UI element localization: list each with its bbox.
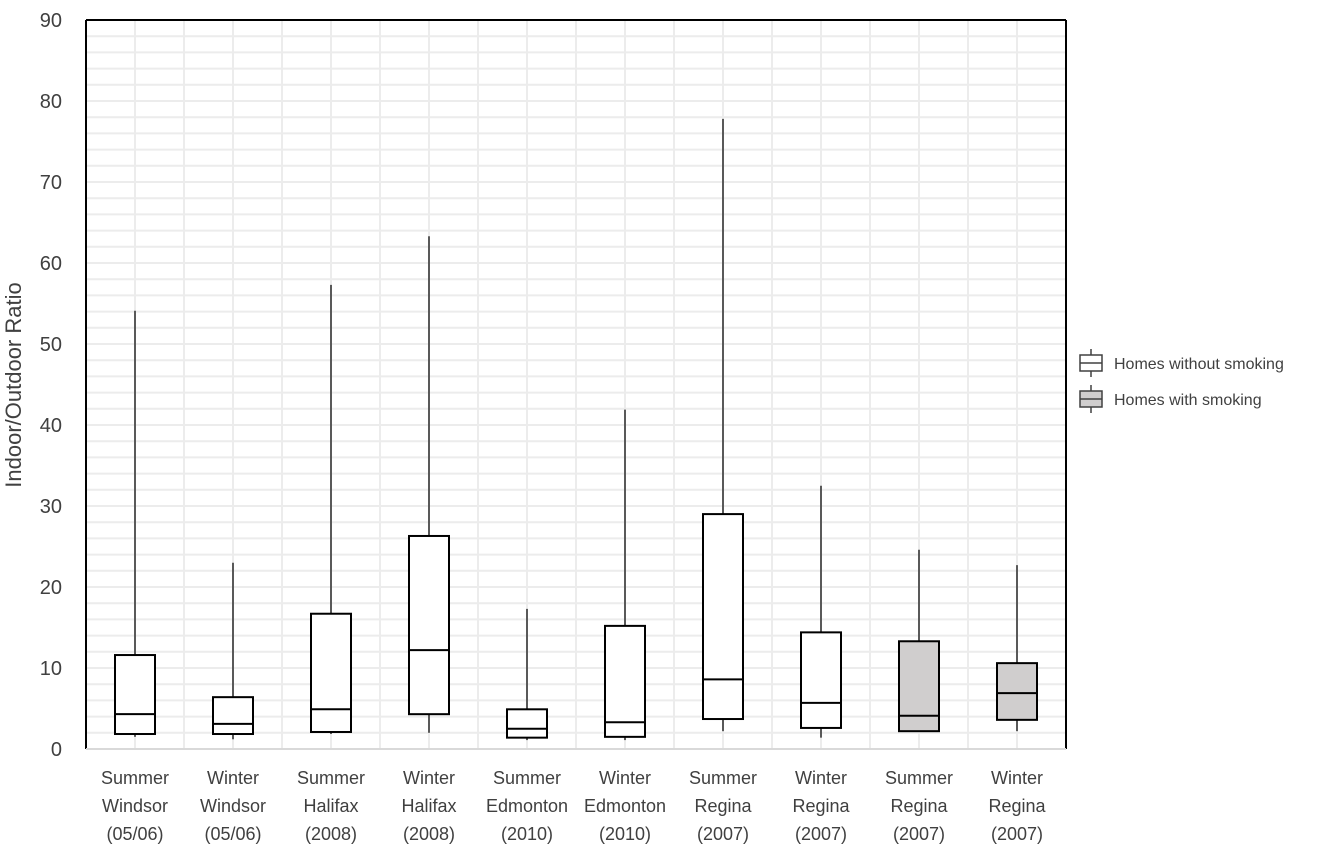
box-1 (114, 310, 156, 737)
box-6 (604, 409, 646, 741)
x-category-label: Winter (795, 768, 847, 788)
legend-label: Homes with smoking (1114, 392, 1262, 409)
x-category-label: Summer (689, 768, 757, 788)
x-category-label: (2010) (501, 824, 553, 844)
box-iqr (114, 654, 156, 736)
x-category-label: Halifax (303, 796, 358, 816)
box-iqr (604, 624, 646, 738)
x-category-label: Edmonton (584, 796, 666, 816)
box-8 (800, 485, 842, 738)
box-4 (408, 236, 450, 733)
x-category-label: Halifax (401, 796, 456, 816)
x-category-label: Summer (297, 768, 365, 788)
box-iqr (996, 662, 1038, 721)
x-category-label: Regina (988, 796, 1046, 816)
box-iqr (212, 696, 254, 736)
x-category-label: (05/06) (106, 824, 163, 844)
box-iqr (408, 534, 450, 716)
legend-item (1079, 349, 1103, 377)
x-category-label: (2007) (991, 824, 1043, 844)
y-tick-label: 50 (40, 334, 62, 356)
y-tick-label: 80 (40, 91, 62, 113)
box-2 (212, 562, 254, 740)
x-category-label: Windsor (200, 796, 266, 816)
x-category-label: (2008) (305, 824, 357, 844)
x-category-label: Summer (101, 768, 169, 788)
box-iqr (702, 513, 744, 721)
x-category-label: Winter (599, 768, 651, 788)
y-tick-label: 30 (40, 496, 62, 518)
x-category-label: (2007) (795, 824, 847, 844)
x-category-label: Regina (890, 796, 948, 816)
box-iqr (310, 612, 352, 733)
x-category-label: (2008) (403, 824, 455, 844)
y-tick-label: 60 (40, 253, 62, 275)
box-5 (506, 608, 548, 741)
y-tick-label: 0 (51, 739, 62, 761)
x-category-label: Winter (207, 768, 259, 788)
legend-label: Homes without smoking (1114, 356, 1284, 373)
x-category-label: Edmonton (486, 796, 568, 816)
x-category-label: (2007) (697, 824, 749, 844)
x-category-label: Summer (493, 768, 561, 788)
box-10 (996, 565, 1038, 732)
y-tick-label: 90 (40, 10, 62, 32)
box-3 (310, 284, 352, 735)
y-axis-label: Indoor/Outdoor Ratio (1, 282, 26, 487)
box-iqr (898, 640, 940, 733)
x-category-label: Regina (694, 796, 752, 816)
x-category-label: (2010) (599, 824, 651, 844)
x-category-label: Winter (991, 768, 1043, 788)
y-tick-label: 20 (40, 577, 62, 599)
y-tick-label: 70 (40, 172, 62, 194)
y-tick-label: 40 (40, 415, 62, 437)
x-category-label: Windsor (102, 796, 168, 816)
y-tick-label: 10 (40, 658, 62, 680)
x-category-label: Regina (792, 796, 850, 816)
x-category-label: (2007) (893, 824, 945, 844)
legend-item (1079, 385, 1103, 413)
box-9 (898, 549, 940, 733)
box-iqr (800, 631, 842, 729)
x-category-label: Winter (403, 768, 455, 788)
box-7 (702, 118, 744, 732)
x-category-label: (05/06) (204, 824, 261, 844)
x-category-label: Summer (885, 768, 953, 788)
box-iqr (506, 708, 548, 739)
